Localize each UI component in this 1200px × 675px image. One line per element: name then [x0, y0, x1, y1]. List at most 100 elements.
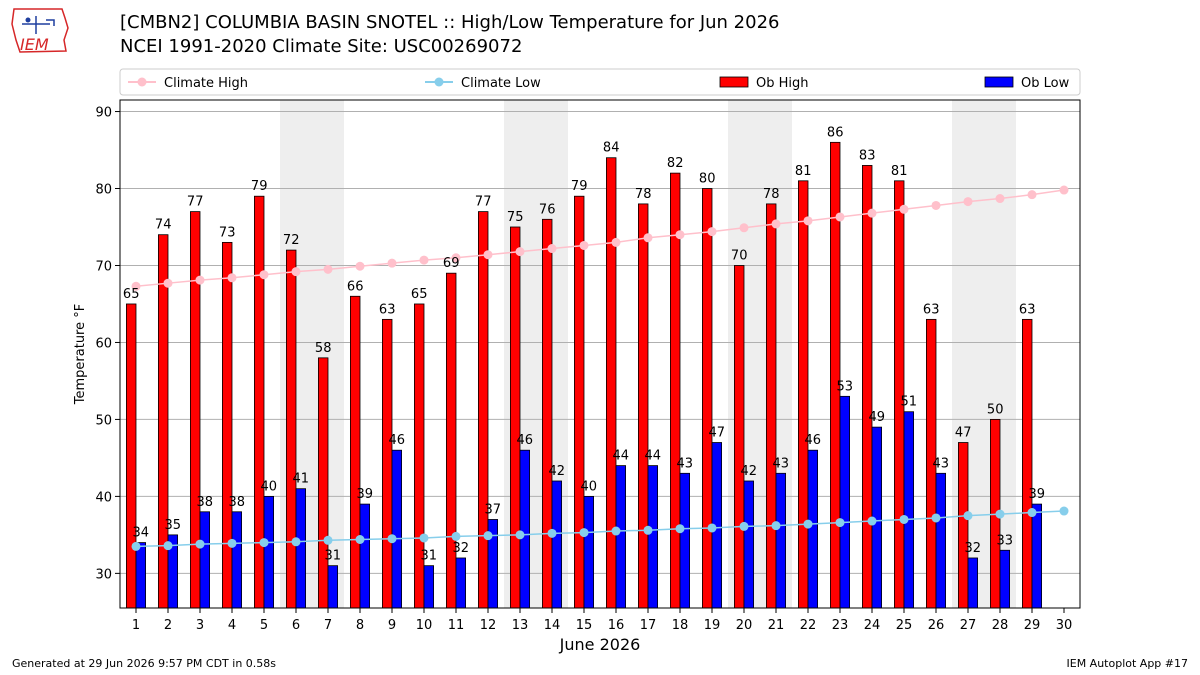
climate-low-point: [995, 509, 1005, 519]
ob-high-label: 65: [123, 287, 140, 302]
ob-low-label: 43: [773, 456, 790, 471]
ob-low-bar: [1031, 503, 1043, 609]
climate-low-point: [739, 521, 749, 531]
legend-climate-high-label: Climate High: [164, 76, 248, 91]
ob-low-label: 46: [389, 433, 406, 448]
x-tick-label: 12: [480, 618, 497, 633]
ob-high-label: 72: [283, 233, 300, 248]
ob-low-label: 38: [229, 495, 246, 510]
ob-high-label: 78: [763, 187, 780, 202]
climate-high-point: [739, 223, 749, 233]
ob-high-label: 76: [539, 202, 556, 217]
ob-low-bar: [743, 480, 755, 609]
x-tick-label: 27: [960, 618, 977, 633]
x-tick-label: 6: [292, 618, 300, 633]
climate-high-point: [387, 258, 397, 268]
climate-low-point: [899, 514, 909, 524]
ob-high-label: 74: [155, 218, 172, 233]
climate-high-point: [355, 261, 365, 271]
climate-high-point: [931, 200, 941, 210]
ob-high-label: 47: [955, 426, 972, 441]
x-tick-label: 22: [800, 618, 817, 633]
x-tick-label: 10: [416, 618, 433, 633]
chart-subtitle: NCEI 1991-2020 Climate Site: USC00269072: [120, 36, 523, 57]
x-tick-label: 17: [640, 618, 657, 633]
ob-low-bar: [615, 465, 627, 609]
ob-low-bar: [359, 503, 371, 609]
ob-high-bar: [862, 165, 873, 609]
ob-high-bar: [1022, 318, 1033, 609]
ob-high-label: 63: [923, 302, 940, 317]
ob-low-label: 46: [517, 433, 534, 448]
legend-ob-low-label: Ob Low: [1021, 76, 1070, 91]
ob-high-bar: [766, 203, 777, 609]
ob-low-bar: [935, 472, 947, 609]
ob-high-label: 75: [507, 210, 524, 225]
ob-low-bar: [903, 411, 915, 609]
climate-high-point: [771, 219, 781, 229]
x-tick-label: 29: [1024, 618, 1041, 633]
ob-high-bar: [734, 265, 745, 609]
ob-high-bar: [574, 195, 585, 609]
climate-high-line: [135, 189, 1065, 288]
ob-high-bar: [189, 211, 201, 609]
climate-high-point: [547, 244, 557, 254]
climate-high-point: [643, 233, 653, 243]
ob-low-label: 41: [293, 472, 310, 487]
iem-logo: IEM: [8, 6, 72, 58]
y-axis-label: Temperature °F: [73, 304, 88, 405]
ob-low-label: 38: [197, 495, 214, 510]
plot-frame: [119, 99, 1081, 609]
climate-high-point: [579, 240, 589, 250]
ob-low-bar: [391, 449, 403, 609]
climate-high-point: [675, 230, 685, 240]
ob-low-bar: [519, 449, 531, 609]
climate-low-point: [163, 541, 173, 551]
ob-high-label: 83: [859, 148, 876, 163]
climate-high-point: [483, 250, 493, 260]
x-tick-label: 8: [356, 618, 364, 633]
ob-low-bar: [775, 472, 787, 609]
ob-high-bar: [126, 303, 137, 609]
climate-low-point: [611, 526, 621, 536]
climate-high-point: [899, 204, 909, 214]
x-tick-label: 13: [512, 618, 529, 633]
x-tick-label: 9: [388, 618, 396, 633]
climate-low-point: [451, 531, 461, 541]
ob-low-bar: [263, 495, 275, 609]
climate-low-point: [803, 519, 813, 529]
app-credit: IEM Autoplot App #17: [1066, 657, 1189, 670]
ob-high-label: 73: [219, 225, 236, 240]
climate-low-point: [131, 541, 141, 551]
climate-high-point: [227, 273, 237, 283]
ob-high-bar: [445, 272, 457, 609]
climate-low-line: [135, 510, 1065, 548]
ob-low-bar: [327, 565, 339, 609]
ob-high-label: 84: [603, 141, 620, 156]
ob-high-label: 58: [315, 341, 332, 356]
ob-high-bar: [381, 318, 393, 609]
ob-high-label: 70: [731, 248, 748, 263]
ob-low-label: 31: [325, 549, 342, 564]
y-tick-label: 70: [95, 259, 112, 274]
ob-high-bar: [702, 188, 713, 609]
climate-low-point: [291, 537, 301, 547]
legend-ob-high-label: Ob High: [756, 76, 809, 91]
ob-high-bar: [798, 180, 809, 609]
climate-low-point: [579, 528, 589, 538]
legend: Climate High Climate Low Ob High Ob Low: [119, 68, 1081, 96]
ob-low-label: 35: [165, 518, 182, 533]
climate-low-point: [771, 521, 781, 531]
y-tick-label: 60: [95, 336, 112, 351]
ob-high-bar: [542, 218, 553, 609]
ob-low-label: 49: [869, 410, 886, 425]
ob-high-bar: [606, 157, 617, 609]
ob-low-label: 47: [709, 426, 726, 441]
ob-low-label: 32: [965, 541, 982, 556]
climate-low-point: [323, 535, 333, 545]
climate-low-point: [195, 539, 205, 549]
climate-low-point: [515, 530, 525, 540]
climate-low-point: [387, 534, 397, 544]
climate-high-point: [515, 247, 525, 257]
legend-ob-low-swatch: [984, 76, 1014, 88]
